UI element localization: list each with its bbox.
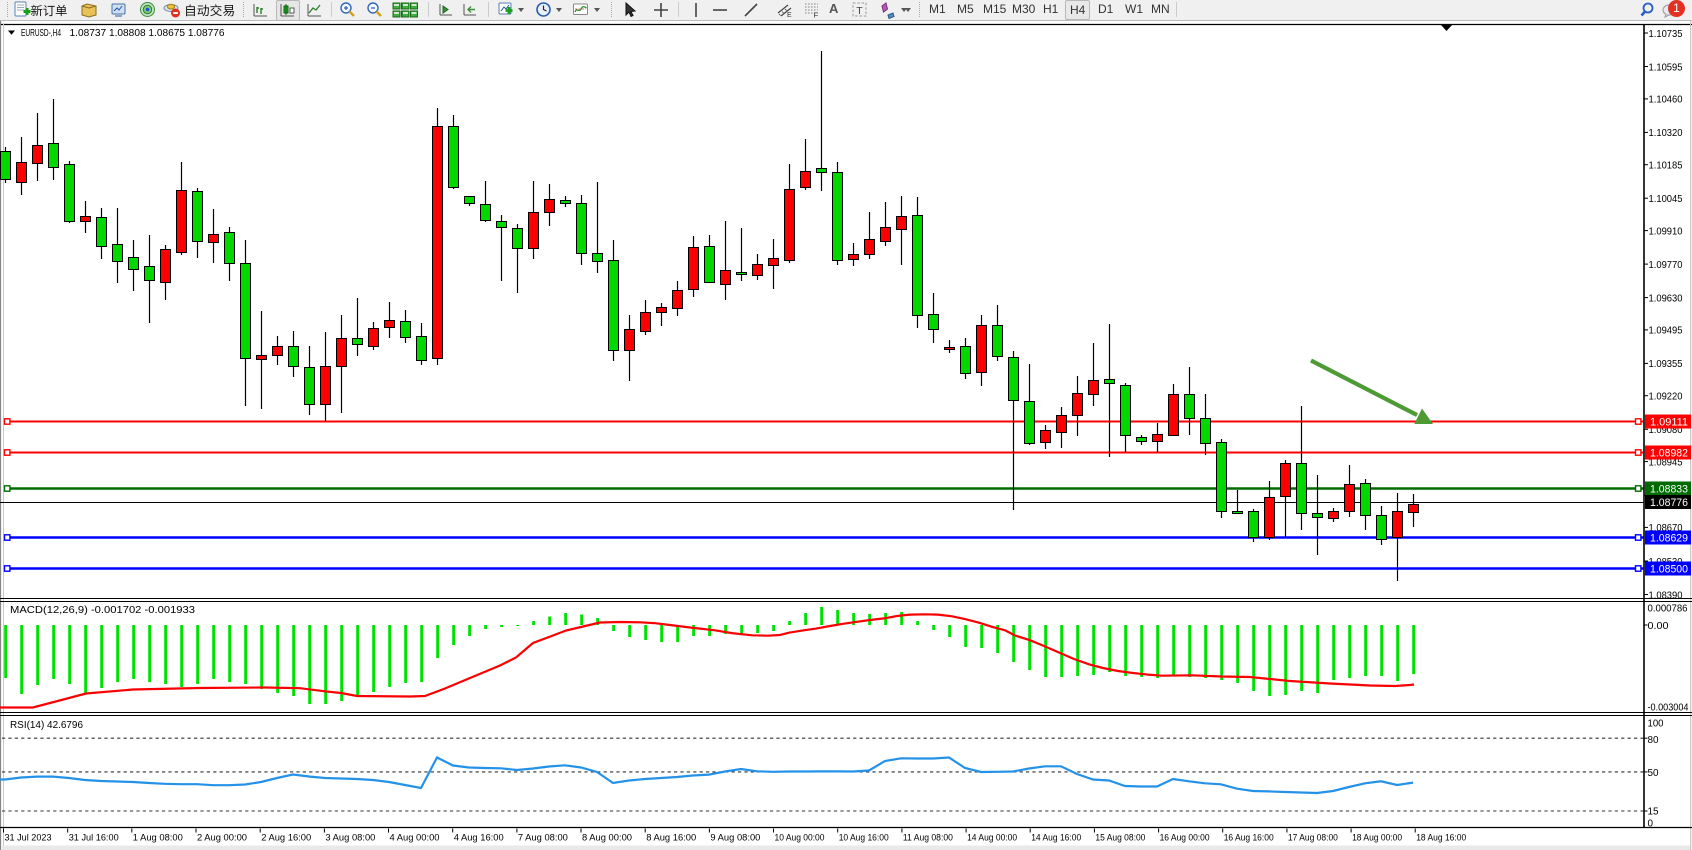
svg-text:1.08390: 1.08390 xyxy=(1649,589,1683,601)
svg-text:7 Aug 08:00: 7 Aug 08:00 xyxy=(518,833,568,844)
svg-text:-0.003004: -0.003004 xyxy=(1648,703,1689,714)
svg-text:T: T xyxy=(856,5,863,17)
svg-text:EURUSD-,H4: EURUSD-,H4 xyxy=(21,28,61,39)
svg-text:15 Aug 08:00: 15 Aug 08:00 xyxy=(1095,833,1145,844)
svg-text:80: 80 xyxy=(1648,735,1659,746)
svg-text:8 Aug 16:00: 8 Aug 16:00 xyxy=(646,833,696,844)
svg-text:MACD(12,26,9) -0.001702 -0.001: MACD(12,26,9) -0.001702 -0.001933 xyxy=(10,604,195,616)
svg-text:1.10045: 1.10045 xyxy=(1649,193,1683,205)
svg-text:1.09495: 1.09495 xyxy=(1649,325,1683,337)
svg-text:RSI(14) 42.6796: RSI(14) 42.6796 xyxy=(10,719,83,731)
svg-text:1.10185: 1.10185 xyxy=(1649,160,1683,172)
svg-text:16 Aug 00:00: 16 Aug 00:00 xyxy=(1160,833,1210,844)
svg-text:10 Aug 00:00: 10 Aug 00:00 xyxy=(775,833,825,844)
svg-text:9 Aug 08:00: 9 Aug 08:00 xyxy=(710,833,760,844)
svg-text:100: 100 xyxy=(1648,719,1664,730)
svg-text:50: 50 xyxy=(1648,768,1659,779)
svg-text:1.08629: 1.08629 xyxy=(1650,533,1688,545)
svg-text:14 Aug 16:00: 14 Aug 16:00 xyxy=(1031,833,1081,844)
svg-text:0.000786: 0.000786 xyxy=(1648,604,1688,615)
svg-text:E: E xyxy=(787,12,792,19)
svg-text:F: F xyxy=(814,11,819,20)
svg-text:14 Aug 00:00: 14 Aug 00:00 xyxy=(967,833,1017,844)
svg-text:1.09910: 1.09910 xyxy=(1649,225,1683,237)
svg-text:1.08833: 1.08833 xyxy=(1650,484,1688,496)
svg-text:1.10460: 1.10460 xyxy=(1649,94,1683,106)
svg-text:1.09630: 1.09630 xyxy=(1649,292,1683,304)
svg-text:1.09220: 1.09220 xyxy=(1649,391,1683,403)
svg-text:0.00: 0.00 xyxy=(1648,621,1669,632)
svg-text:8 Aug 00:00: 8 Aug 00:00 xyxy=(582,833,632,844)
svg-text:1.08737 1.08808 1.08675 1.0877: 1.08737 1.08808 1.08675 1.08776 xyxy=(70,28,225,39)
svg-text:11 Aug 08:00: 11 Aug 08:00 xyxy=(903,833,953,844)
svg-text:10 Aug 16:00: 10 Aug 16:00 xyxy=(839,833,889,844)
svg-text:16 Aug 16:00: 16 Aug 16:00 xyxy=(1224,833,1274,844)
svg-text:1.09111: 1.09111 xyxy=(1650,417,1688,429)
svg-text:18 Aug 16:00: 18 Aug 16:00 xyxy=(1416,833,1466,844)
svg-text:31 Jul 16:00: 31 Jul 16:00 xyxy=(69,833,119,844)
svg-text:1.09355: 1.09355 xyxy=(1649,358,1683,370)
svg-text:18 Aug 00:00: 18 Aug 00:00 xyxy=(1352,833,1402,844)
svg-text:1.08982: 1.08982 xyxy=(1650,448,1688,460)
svg-text:3 Aug 08:00: 3 Aug 08:00 xyxy=(325,833,375,844)
svg-text:0: 0 xyxy=(1648,818,1654,829)
svg-text:2 Aug 00:00: 2 Aug 00:00 xyxy=(197,833,247,844)
svg-text:1 Aug 08:00: 1 Aug 08:00 xyxy=(133,833,183,844)
svg-text:1.08500: 1.08500 xyxy=(1650,564,1688,576)
svg-text:1.09770: 1.09770 xyxy=(1649,259,1683,271)
svg-text:1.10735: 1.10735 xyxy=(1649,28,1683,40)
svg-text:1.08776: 1.08776 xyxy=(1650,497,1688,509)
svg-text:1.10320: 1.10320 xyxy=(1649,127,1683,139)
svg-text:4 Aug 00:00: 4 Aug 00:00 xyxy=(390,833,440,844)
svg-text:15: 15 xyxy=(1648,806,1659,817)
svg-text:31 Jul 2023: 31 Jul 2023 xyxy=(5,833,52,844)
svg-text:17 Aug 08:00: 17 Aug 08:00 xyxy=(1288,833,1338,844)
svg-text:4 Aug 16:00: 4 Aug 16:00 xyxy=(454,833,504,844)
svg-text:2 Aug 16:00: 2 Aug 16:00 xyxy=(261,833,311,844)
svg-text:1.10595: 1.10595 xyxy=(1649,61,1683,73)
